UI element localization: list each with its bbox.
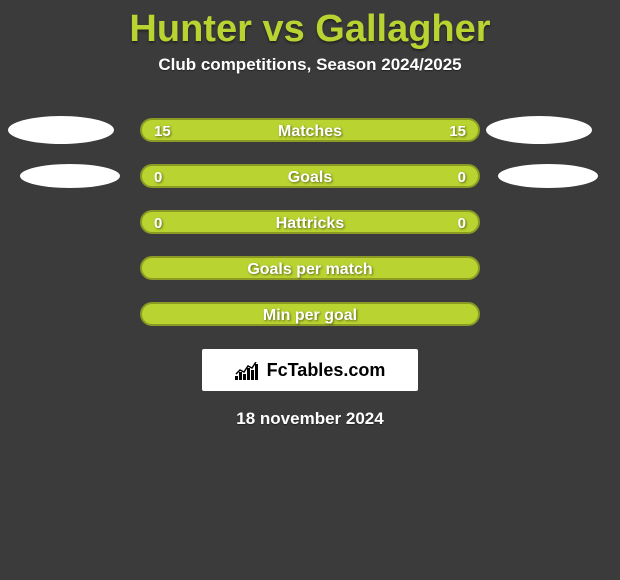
stat-row: Goals per match (0, 245, 620, 291)
stat-label: Matches (142, 120, 478, 144)
page-title: Hunter vs Gallagher (0, 0, 620, 51)
title-player-2: Gallagher (315, 8, 490, 50)
stat-label: Hattricks (142, 212, 478, 236)
stat-row: Min per goal (0, 291, 620, 337)
stat-label: Goals per match (142, 258, 478, 282)
stat-row: Goals0 0 (0, 153, 620, 199)
stat-row: Matches15 15 (0, 107, 620, 153)
stat-pill: Goals0 0 (140, 164, 480, 188)
title-vs: vs (262, 8, 304, 50)
stat-pill: Hattricks0 0 (140, 210, 480, 234)
stat-value-left: 0 (154, 212, 162, 236)
stat-pill: Min per goal (140, 302, 480, 326)
date-text: 18 november 2024 (0, 409, 620, 429)
subtitle: Club competitions, Season 2024/2025 (0, 55, 620, 75)
footer: FcTables.com 18 november 2024 (0, 349, 620, 429)
stat-value-right: 15 (449, 120, 466, 144)
stat-value-left: 0 (154, 166, 162, 190)
comparison-chart: Matches1515Goals00Hattricks00Goals per m… (0, 107, 620, 337)
stat-label: Min per goal (142, 304, 478, 328)
stat-label: Goals (142, 166, 478, 190)
value-ellipse-right (498, 164, 598, 188)
attribution-text: FcTables.com (267, 360, 386, 380)
stat-pill: Matches15 15 (140, 118, 480, 142)
title-player-1: Hunter (129, 8, 251, 50)
stat-pill: Goals per match (140, 256, 480, 280)
stat-row: Hattricks0 0 (0, 199, 620, 245)
value-ellipse-left (20, 164, 120, 188)
stat-value-right: 0 (458, 166, 466, 190)
attribution-badge: FcTables.com (202, 349, 418, 391)
fctables-logo-icon (235, 362, 261, 380)
stat-value-left: 15 (154, 120, 171, 144)
value-ellipse-left (8, 116, 114, 144)
value-ellipse-right (486, 116, 592, 144)
stat-value-right: 0 (458, 212, 466, 236)
